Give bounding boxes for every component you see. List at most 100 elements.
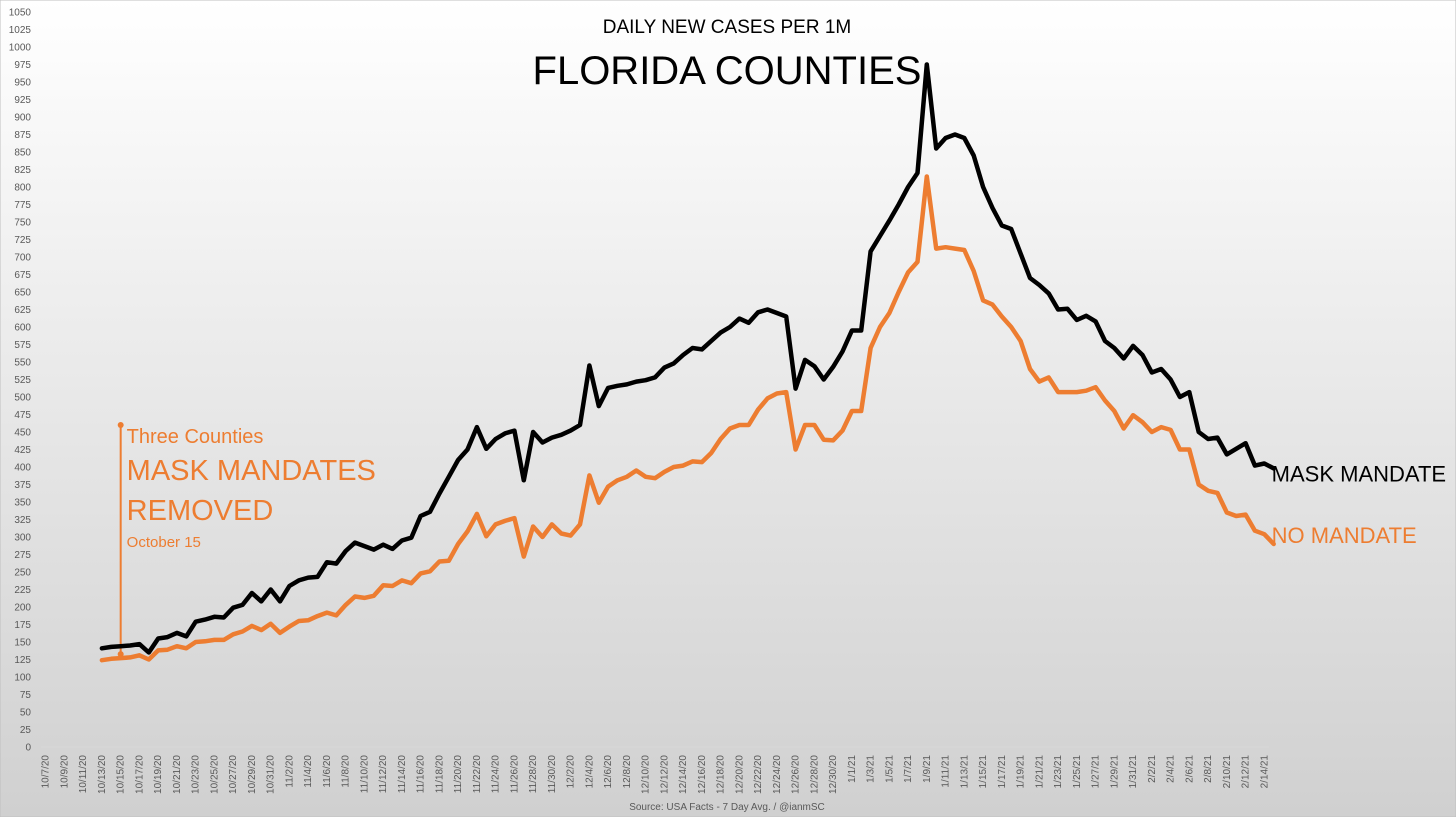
series-line-mask-mandate (99, 62, 1276, 655)
x-tick-label: 1/13/21 (959, 755, 970, 789)
y-tick-label: 125 (14, 655, 31, 666)
y-tick-label: 950 (14, 78, 31, 89)
annotation-dot (117, 422, 124, 428)
y-tick-label: 925 (14, 95, 31, 106)
y-tick-label: 725 (14, 235, 31, 246)
x-tick-label: 11/6/20 (322, 755, 333, 788)
x-tick-label: 11/2/20 (284, 755, 295, 788)
x-tick-label: 1/27/21 (1091, 755, 1102, 789)
y-tick-label: 750 (14, 218, 31, 229)
x-tick-label: 12/8/20 (622, 755, 633, 789)
x-tick-label: 10/21/20 (172, 755, 183, 794)
series-line-no-mandate (99, 174, 1276, 663)
annotation-line2-text: MASK MANDATES (127, 455, 376, 487)
y-tick-label: 600 (14, 323, 31, 334)
x-tick-label: 10/19/20 (153, 755, 164, 794)
x-tick-label: 11/14/20 (397, 755, 408, 794)
x-tick-label: 10/9/20 (59, 755, 70, 789)
y-tick-label: 550 (14, 358, 31, 369)
series-label-no-mandate: NO MANDATE (1272, 523, 1417, 548)
y-tick-label: 625 (14, 305, 31, 316)
y-tick-label: 25 (20, 725, 32, 736)
y-tick-label: 300 (14, 533, 31, 544)
x-tick-label: 1/31/21 (1128, 755, 1139, 789)
chart-source: Source: USA Facts - 7 Day Avg. / @ianmSC (629, 802, 825, 813)
y-tick-label: 225 (14, 585, 31, 596)
y-tick-label: 100 (14, 673, 31, 684)
x-tick-label: 10/15/20 (116, 755, 127, 794)
annotation-line3-text: REMOVED (127, 495, 274, 527)
x-tick-label: 11/18/20 (434, 755, 445, 794)
y-tick-label: 250 (14, 568, 31, 579)
x-tick-label: 12/18/20 (716, 755, 727, 794)
x-tick-label: 1/19/21 (1016, 755, 1027, 789)
y-tick-label: 475 (14, 410, 31, 421)
x-tick-label: 12/4/20 (584, 755, 595, 789)
x-tick-label: 1/23/21 (1053, 755, 1064, 789)
x-tick-label: 2/8/21 (1203, 755, 1214, 783)
y-tick-label: 675 (14, 270, 31, 281)
x-tick-label: 10/25/20 (209, 755, 220, 794)
y-tick-label: 900 (14, 113, 31, 124)
chart-title: FLORIDA COUNTIES (533, 49, 922, 93)
x-tick-label: 11/10/20 (359, 755, 370, 794)
y-tick-label: 850 (14, 148, 31, 159)
x-tick-label: 11/20/20 (453, 755, 464, 794)
y-tick-label: 400 (14, 463, 31, 474)
annotation-group: Three Counties MASK MANDATES REMOVED Oct… (117, 422, 376, 658)
x-tick-label: 12/24/20 (772, 755, 783, 794)
x-tick-label: 1/1/21 (847, 755, 858, 783)
x-tick-label: 12/2/20 (566, 755, 577, 789)
y-tick-label: 975 (14, 60, 31, 71)
x-tick-label: 11/8/20 (341, 755, 352, 788)
x-tick-label: 2/14/21 (1259, 755, 1270, 789)
x-tick-label: 12/26/20 (791, 755, 802, 794)
y-tick-label: 275 (14, 550, 31, 561)
x-tick-label: 12/16/20 (697, 755, 708, 794)
x-tick-label: 1/21/21 (1034, 755, 1045, 789)
y-tick-label: 1025 (9, 25, 32, 36)
y-tick-label: 350 (14, 498, 31, 509)
x-tick-label: 2/2/21 (1147, 755, 1158, 783)
x-tick-label: 1/5/21 (884, 755, 895, 783)
x-tick-label: 11/24/20 (491, 755, 502, 794)
y-tick-label: 200 (14, 603, 31, 614)
x-tick-label: 12/14/20 (678, 755, 689, 794)
x-tick-label: 2/6/21 (1184, 755, 1195, 783)
x-tick-label: 12/30/20 (828, 755, 839, 794)
y-tick-label: 800 (14, 183, 31, 194)
y-tick-label: 325 (14, 515, 31, 526)
x-tick-label: 2/12/21 (1241, 755, 1252, 789)
y-tick-label: 1000 (9, 43, 32, 54)
y-tick-label: 375 (14, 480, 31, 491)
annotation-line1-text: Three Counties (127, 426, 264, 448)
x-tick-label: 10/23/20 (191, 755, 202, 794)
series-label-mask-mandate: MASK MANDATE (1272, 461, 1446, 486)
y-tick-label: 75 (20, 690, 32, 701)
y-tick-label: 50 (20, 708, 32, 719)
x-tick-label: 10/17/20 (134, 755, 145, 794)
x-tick-label: 12/20/20 (734, 755, 745, 794)
x-tick-label: 1/17/21 (997, 755, 1008, 789)
y-tick-label: 150 (14, 638, 31, 649)
x-tick-label: 11/4/20 (303, 755, 314, 788)
x-tick-label: 12/28/20 (809, 755, 820, 794)
x-tick-label: 10/7/20 (41, 755, 52, 789)
x-axis-ticks: 10/7/20 10/9/20 10/11/20 10/13/20 10/15/20 10… (41, 755, 1271, 794)
x-tick-label: 10/13/20 (97, 755, 108, 794)
x-tick-label: 10/27/20 (228, 755, 239, 794)
y-tick-label: 175 (14, 620, 31, 631)
y-tick-label: 1050 (9, 8, 32, 19)
x-tick-label: 11/30/20 (547, 755, 558, 794)
x-tick-label: 11/16/20 (416, 755, 427, 794)
x-tick-label: 12/6/20 (603, 755, 614, 789)
y-tick-label: 650 (14, 288, 31, 299)
y-tick-label: 875 (14, 130, 31, 141)
y-tick-label: 500 (14, 393, 31, 404)
y-tick-label: 700 (14, 253, 31, 264)
annotation-dot (117, 651, 124, 658)
x-tick-label: 11/12/20 (378, 755, 389, 794)
y-tick-label: 525 (14, 375, 31, 386)
y-tick-label: 775 (14, 200, 31, 211)
